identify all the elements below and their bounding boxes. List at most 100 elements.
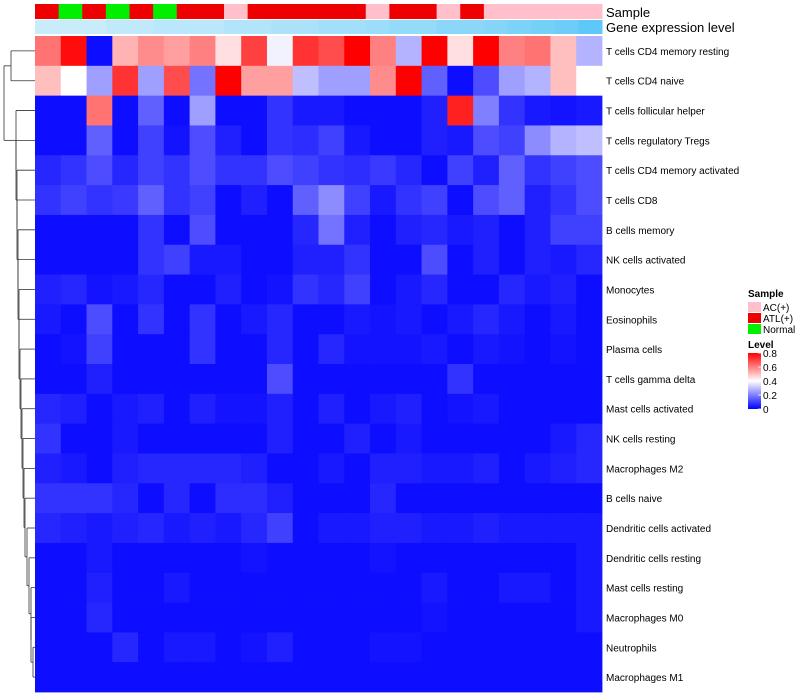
- heatmap-cell: [266, 36, 294, 67]
- heatmap-cell: [395, 453, 422, 484]
- heatmap-cell: [473, 572, 500, 603]
- heatmap-cell: [292, 155, 319, 186]
- heatmap-cell: [189, 572, 216, 603]
- heatmap-cell: [60, 36, 87, 67]
- expression-annotation-cell: [129, 20, 154, 34]
- heatmap-cell: [318, 125, 345, 156]
- heatmap-cell: [112, 662, 139, 693]
- heatmap-cell: [524, 155, 551, 186]
- heatmap-cell: [138, 65, 165, 97]
- heatmap-cell: [473, 513, 500, 544]
- level-legend-title: Level: [748, 340, 774, 351]
- heatmap-cell: [215, 364, 242, 395]
- heatmap-cell: [138, 542, 165, 574]
- heatmap-cell: [344, 662, 371, 693]
- heatmap-cell: [550, 36, 577, 67]
- heatmap-cell: [35, 513, 62, 544]
- heatmap-cell: [524, 423, 551, 454]
- heatmap-cell: [189, 125, 216, 156]
- heatmap-cell: [395, 334, 422, 365]
- heatmap-cell: [241, 572, 268, 603]
- heatmap-cell: [344, 393, 371, 425]
- heatmap-cell: [524, 274, 551, 305]
- heatmap-cell: [112, 155, 139, 186]
- heatmap-cell: [189, 334, 216, 365]
- heatmap-cell: [421, 542, 448, 574]
- heatmap-cell: [112, 542, 139, 574]
- sample-annotation-track: [35, 4, 603, 19]
- heatmap-cell: [163, 274, 191, 305]
- heatmap-cell: [524, 483, 551, 514]
- heatmap-cell: [189, 244, 216, 275]
- sample-annotation-cell: [436, 4, 461, 19]
- heatmap-cell: [189, 364, 216, 395]
- heatmap-cell: [421, 423, 448, 454]
- heatmap-cell: [395, 95, 422, 126]
- heatmap-cell: [241, 453, 268, 484]
- level-tick-label: 0.6: [763, 363, 777, 374]
- heatmap-cell: [241, 65, 268, 97]
- heatmap-cell: [421, 65, 448, 97]
- heatmap-cell: [421, 513, 448, 544]
- heatmap-cell: [498, 155, 526, 186]
- heatmap-cell: [318, 334, 345, 365]
- heatmap-cell: [292, 423, 319, 454]
- heatmap-cell: [550, 304, 577, 335]
- heatmap-cell: [241, 334, 268, 365]
- heatmap-cell: [498, 572, 526, 603]
- heatmap-cell: [447, 662, 474, 693]
- heatmap-cells: [35, 36, 603, 693]
- sample-annotation-cell: [318, 4, 343, 19]
- heatmap-cell: [189, 423, 216, 454]
- heatmap-cell: [60, 364, 87, 395]
- heatmap-cell: [215, 423, 242, 454]
- heatmap-cell: [189, 185, 216, 216]
- heatmap-cell: [86, 542, 113, 574]
- heatmap-cell: [215, 542, 242, 574]
- heatmap-cell: [292, 572, 319, 603]
- heatmap-cell: [576, 393, 603, 425]
- heatmap-cell: [215, 513, 242, 544]
- expression-annotation-cell: [82, 20, 107, 34]
- heatmap-cell: [112, 393, 139, 425]
- heatmap-cell: [370, 125, 397, 156]
- row-label: T cells CD8: [606, 196, 658, 207]
- heatmap-cell: [241, 423, 268, 454]
- heatmap-cell: [112, 602, 139, 633]
- heatmap-cell: [524, 393, 551, 425]
- expression-annotation-cell: [224, 20, 249, 34]
- heatmap-cell: [241, 602, 268, 633]
- heatmap-cell: [215, 662, 242, 693]
- heatmap-cell: [215, 185, 242, 216]
- heatmap-cell: [292, 453, 319, 484]
- heatmap-cell: [189, 513, 216, 544]
- heatmap-cell: [292, 602, 319, 633]
- heatmap-cell: [163, 393, 191, 425]
- heatmap-cell: [112, 125, 139, 156]
- heatmap-cell: [344, 185, 371, 216]
- heatmap-cell: [318, 214, 345, 246]
- heatmap-cell: [318, 95, 345, 126]
- heatmap-cell: [498, 36, 526, 67]
- heatmap-cell: [344, 95, 371, 126]
- heatmap-cell: [215, 304, 242, 335]
- heatmap-cell: [318, 274, 345, 305]
- heatmap-cell: [498, 274, 526, 305]
- heatmap-cell: [447, 602, 474, 633]
- heatmap-cell: [138, 214, 165, 246]
- heatmap-cell: [35, 155, 62, 186]
- heatmap-cell: [370, 65, 397, 97]
- heatmap-cell: [421, 334, 448, 365]
- heatmap-cell: [550, 65, 577, 97]
- heatmap-cell: [473, 334, 500, 365]
- heatmap-cell: [86, 334, 113, 365]
- heatmap-cell: [35, 95, 62, 126]
- heatmap-cell: [112, 572, 139, 603]
- heatmap-cell: [395, 602, 422, 633]
- heatmap-cell: [86, 185, 113, 216]
- heatmap-cell: [447, 65, 474, 97]
- heatmap-cell: [344, 244, 371, 275]
- heatmap-cell: [112, 304, 139, 335]
- heatmap-cell: [447, 572, 474, 603]
- heatmap-cell: [447, 453, 474, 484]
